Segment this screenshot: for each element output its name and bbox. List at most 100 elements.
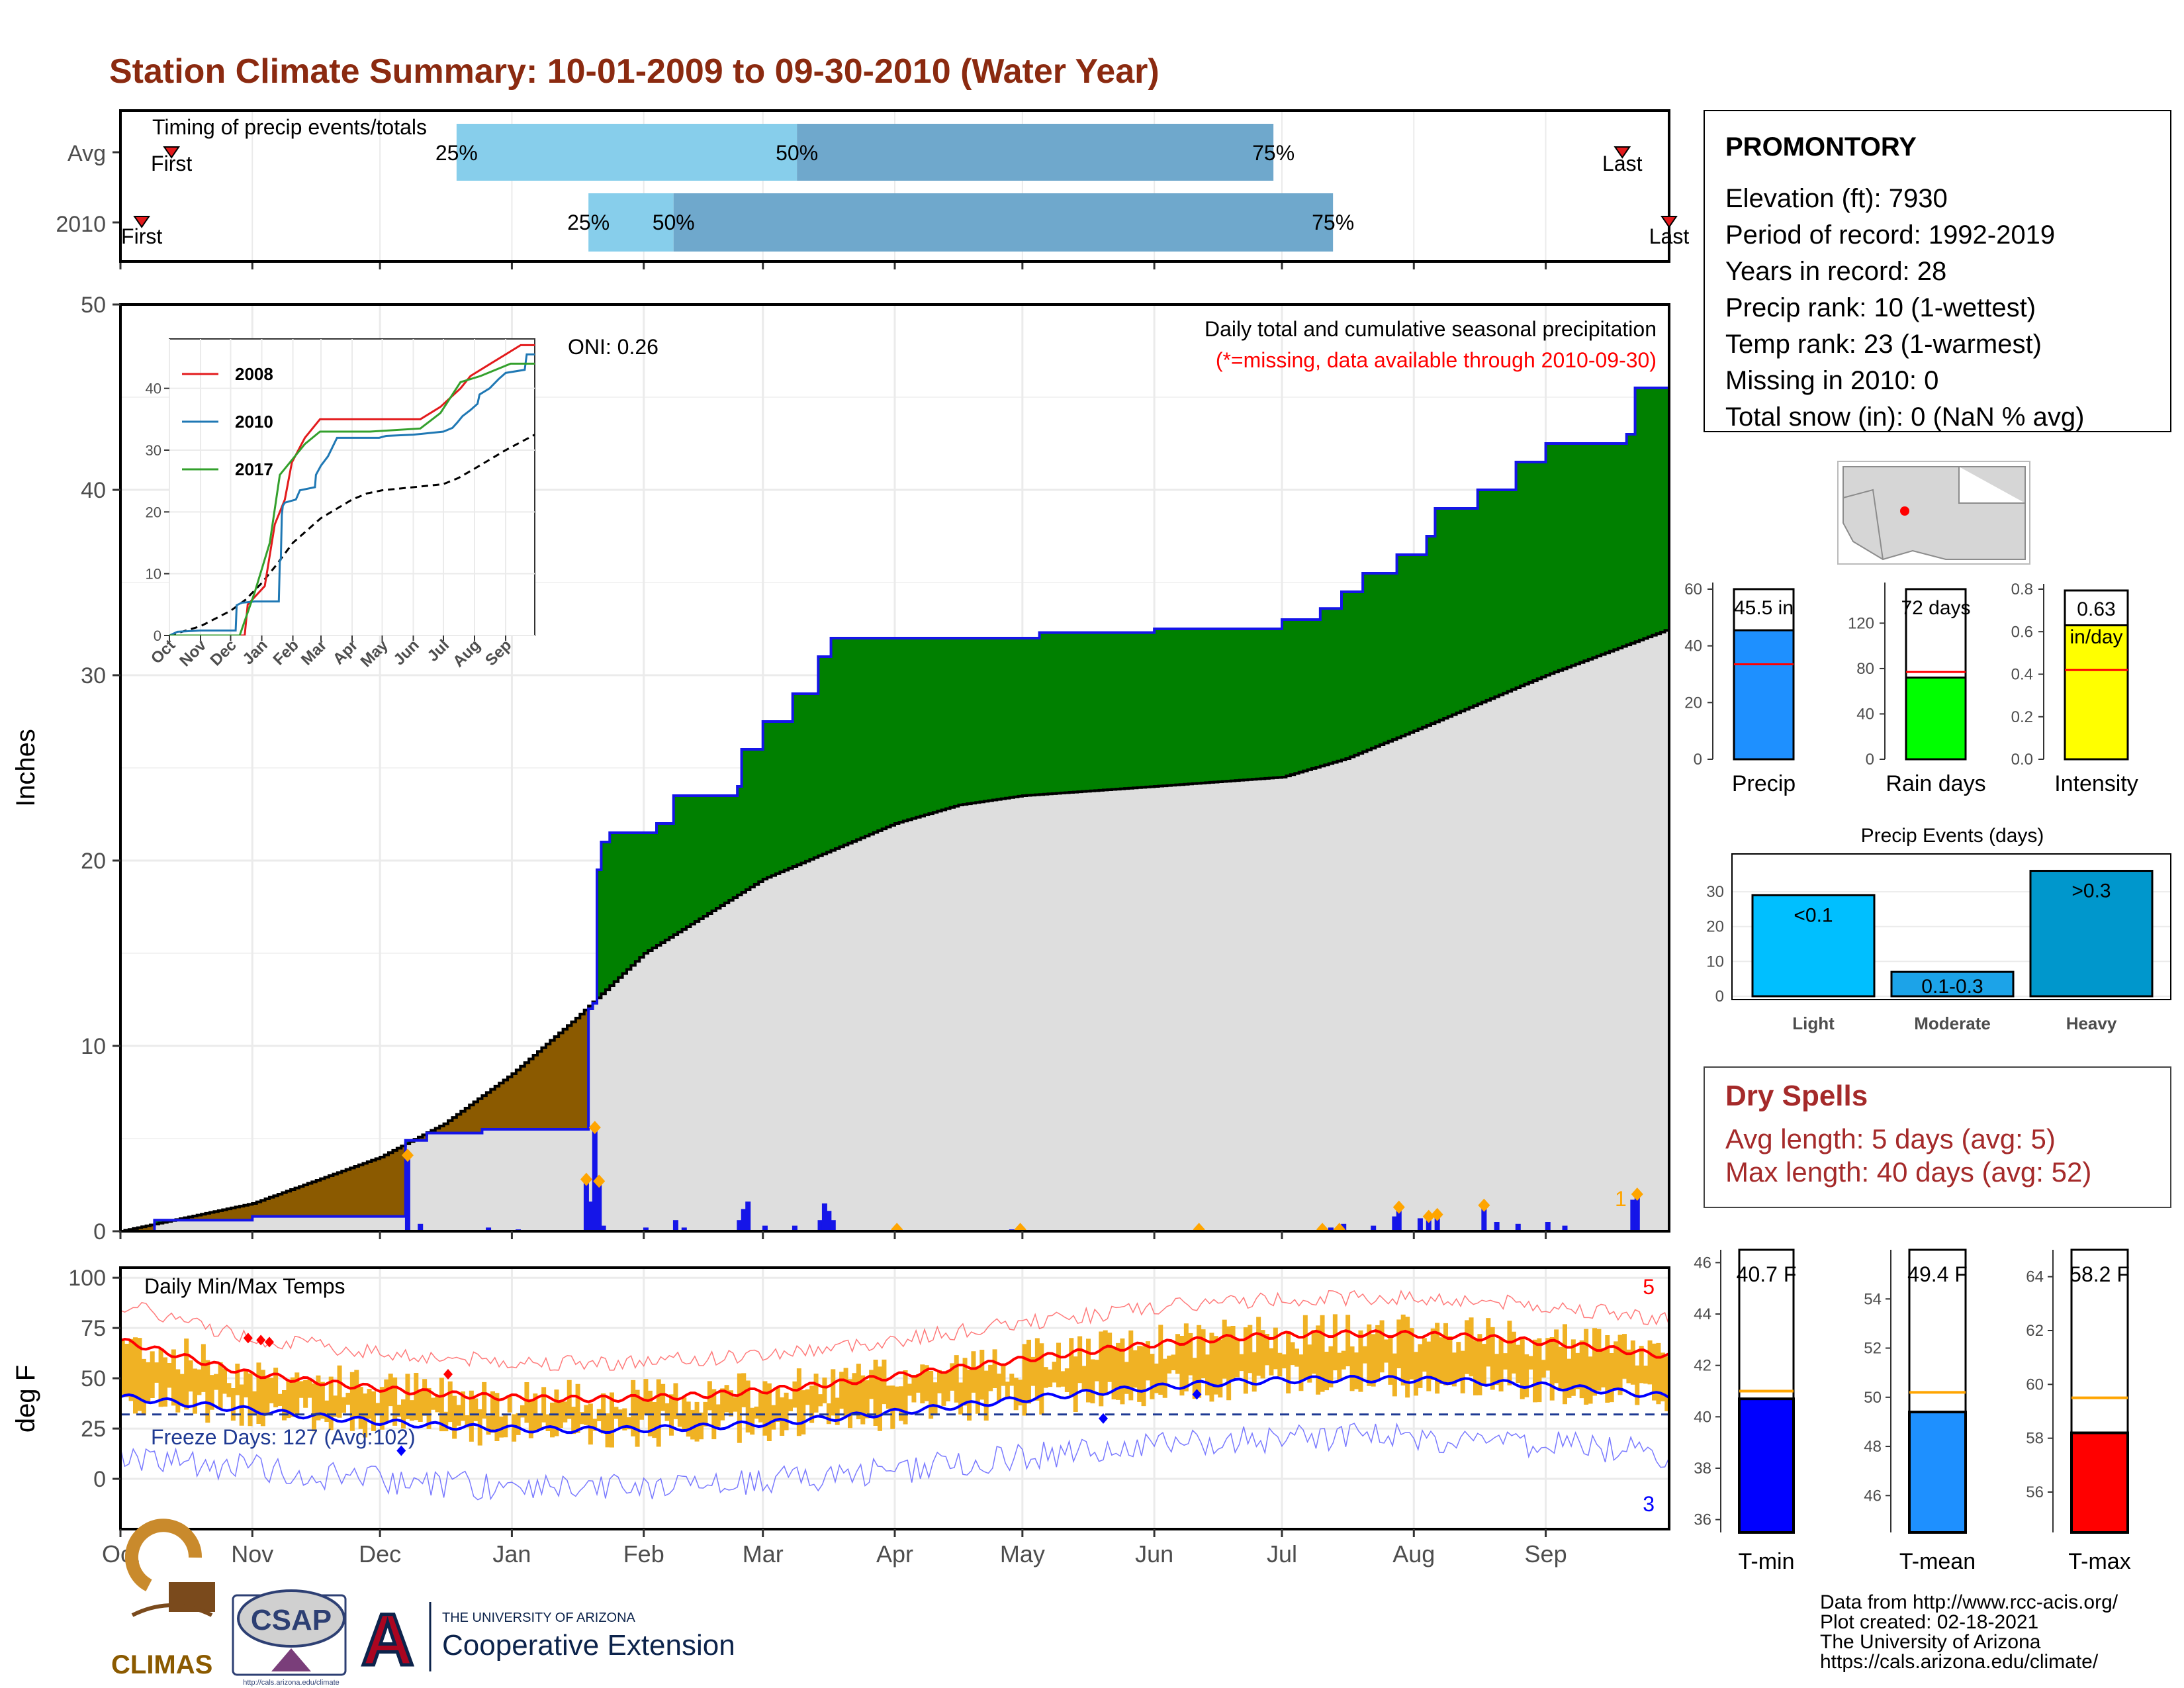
temp-record-marker <box>396 1445 406 1456</box>
temp-bar-tick: 46 <box>1694 1254 1711 1272</box>
mini-bar-value <box>2064 624 2129 761</box>
events-bar-tag: >0.3 <box>2071 880 2111 902</box>
precip-event-marker <box>1333 1223 1345 1231</box>
month-tick-label: Jan <box>492 1540 531 1568</box>
timing-frame <box>119 109 1670 263</box>
daily-precip-bar <box>596 1181 602 1231</box>
precip-event-marker <box>1193 1223 1205 1231</box>
timing-label: Timing of precip events/totals <box>152 115 427 139</box>
station-line: Total snow (in): 0 (NaN % avg) <box>1725 402 2084 432</box>
events-bar <box>2029 870 2154 998</box>
credits: Data from http://www.rcc-acis.org/ Plot … <box>1820 1591 2118 1673</box>
temp-bar-value-label: 49.4 F <box>1907 1262 1968 1286</box>
temp-bar-value-label: 40.7 F <box>1737 1262 1797 1286</box>
timing-last-marker <box>1661 216 1678 228</box>
temp-bar-value-label: 58.2 F <box>2070 1262 2130 1286</box>
timing-first-marker-label: First <box>151 152 192 175</box>
daily-precip-bar <box>1371 1225 1377 1231</box>
station-name: PROMONTORY <box>1725 132 1917 162</box>
dry-spells-title: Dry Spells <box>1725 1080 1868 1112</box>
events-bar-name: Light <box>1792 1013 1835 1033</box>
temp-bar-tick: 42 <box>1694 1357 1711 1375</box>
temp-bar-tick: 64 <box>2026 1268 2044 1286</box>
events-y-tick: 30 <box>1706 883 1724 901</box>
temp-bar-tick: 36 <box>1694 1511 1711 1529</box>
daily-precip-bar <box>1417 1218 1423 1231</box>
climas-logo: CLIMAS <box>111 1519 215 1679</box>
events-bar <box>1751 894 1876 998</box>
precip-event-marker <box>401 1149 414 1162</box>
precip-subtitle: Daily total and cumulative seasonal prec… <box>1205 317 1657 341</box>
mini-bar-name: Rain days <box>1886 771 1985 796</box>
temp-record-marker <box>256 1335 266 1346</box>
month-tick-label: Jun <box>1135 1540 1173 1568</box>
temp-y-label: deg F <box>11 1365 40 1432</box>
credit-line: Plot created: 02-18-2021 <box>1820 1611 2038 1633</box>
temp-record-marker <box>1099 1413 1108 1424</box>
daily-precip-bar <box>643 1227 649 1231</box>
timing-q25-q50-bar <box>588 193 674 252</box>
daily-precip-bar <box>600 1225 606 1231</box>
inset-x-tick: May <box>357 636 392 671</box>
inset-legend-label: 2008 <box>235 364 273 384</box>
record-max-line <box>120 1289 1669 1371</box>
timing-row-avg-label: Avg <box>68 141 106 166</box>
credit-line: https://cals.arizona.edu/climate/ <box>1820 1651 2099 1673</box>
mini-bar-value-label: 72 days <box>1901 597 1970 619</box>
csap-text: CSAP <box>251 1604 332 1636</box>
mini-bar-tick: 0 <box>1694 751 1702 769</box>
inset-x-tick: Sep <box>482 636 515 669</box>
timing-q25-q50-bar <box>456 124 797 181</box>
summary-bars: 45.5 in Precip 0 20 40 60 72 days Rain days 0 40 8… <box>1684 581 2138 796</box>
precip-event-marker <box>1422 1209 1435 1223</box>
precip-y-tick: 50 <box>81 293 106 318</box>
station-line: Precip rank: 10 (1-wettest) <box>1725 293 2036 322</box>
daily-precip-bar <box>1562 1225 1568 1231</box>
daily-precip-bar <box>1515 1223 1521 1231</box>
mini-bar-tick: 40 <box>1856 705 1874 723</box>
dry-spells-max: Max length: 40 days (avg: 52) <box>1725 1156 2091 1188</box>
mini-bar-value-label: 45.5 in <box>1734 597 1794 619</box>
daily-precip-bar <box>1634 1194 1640 1231</box>
ua-cooperative-extension: Cooperative Extension <box>442 1629 735 1662</box>
daily-precip-bar <box>737 1220 743 1231</box>
mini-bar-tick: 0 <box>1866 751 1874 769</box>
precip-events-chart: Precip Events (days) 0 10 20 30 <0.1 Light 0.… <box>1706 825 2171 1033</box>
precip-y-tick: 10 <box>81 1034 106 1059</box>
daily-precip-bar <box>1545 1222 1551 1231</box>
precip-y-tick: 30 <box>81 663 106 688</box>
temp-bar-tick: 50 <box>1864 1389 1882 1407</box>
mini-bar-tick: 0.6 <box>2011 623 2033 641</box>
temp-bar-tick: 60 <box>2026 1376 2044 1393</box>
precip-event-marker <box>1431 1207 1443 1221</box>
daily-precip-bar <box>404 1155 410 1231</box>
timing-q50-q75-bar <box>797 124 1274 181</box>
temp-bar-tick: 48 <box>1864 1438 1882 1456</box>
timing-p25-label: 25% <box>567 211 610 234</box>
freeze-days-label: Freeze Days: 127 (Avg:102) <box>151 1425 416 1449</box>
inset-x-tick: Jan <box>239 636 271 668</box>
daily-precip-bar <box>1481 1205 1487 1231</box>
daily-precip-bar <box>830 1220 836 1231</box>
credit-line: The University of Arizona <box>1820 1631 2041 1653</box>
mini-bar-tick: 0.2 <box>2011 708 2033 726</box>
daily-precip-bar <box>486 1227 492 1231</box>
events-title: Precip Events (days) <box>1861 825 2044 847</box>
temp-bar-name: T-min <box>1739 1549 1795 1574</box>
inset-series-2017 <box>169 362 535 635</box>
dry-spells-box: Dry Spells Avg length: 5 days (avg: 5) M… <box>1704 1066 2171 1208</box>
month-tick-label: Nov <box>231 1540 273 1568</box>
mini-bar-tick: 0.8 <box>2011 581 2033 598</box>
mini-bar-value-label: 0.63 <box>2077 598 2115 620</box>
precip-missing-note: (*=missing, data available through 2010-… <box>1216 348 1657 372</box>
inset-legend-label: 2017 <box>235 459 273 479</box>
ua-small-text: THE UNIVERSITY OF ARIZONA <box>442 1611 636 1625</box>
csap-logo: CSAP http://cals.arizona.edu/climate <box>232 1589 347 1687</box>
events-bar <box>1890 970 2015 998</box>
inset-x-tick: Apr <box>330 636 361 668</box>
inset-y-tick: 30 <box>146 442 161 459</box>
inset-x-tick: Nov <box>176 636 210 671</box>
record-min-line <box>120 1422 1669 1501</box>
